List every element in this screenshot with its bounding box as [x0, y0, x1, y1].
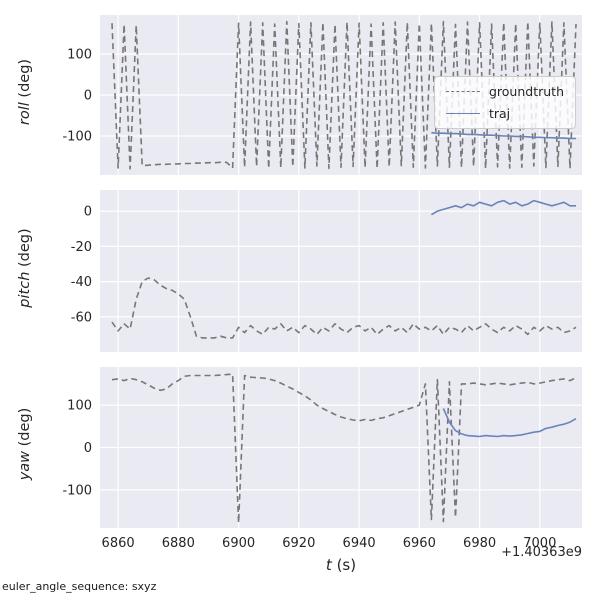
xtick-label: 6880 — [162, 536, 195, 551]
axes-pitch — [100, 190, 582, 352]
xtick-label: 6920 — [282, 536, 315, 551]
pitch-axis-label-var: pitch — [17, 271, 33, 308]
ytick-label: -100 — [62, 130, 92, 145]
legend-entry-traj: traj — [445, 106, 564, 121]
ytick-label: 0 — [84, 89, 92, 104]
roll-axis-label: roll (deg) — [17, 12, 33, 172]
euler-angle-sequence-note: euler_angle_sequence: sxyz — [2, 580, 157, 593]
x-axis-label: t (s) — [100, 556, 582, 574]
legend-label-groundtruth: groundtruth — [488, 84, 564, 99]
xtick-label: 7000 — [523, 536, 556, 551]
xtick-label: 6980 — [463, 536, 496, 551]
x-axis-label-unit: (s) — [331, 556, 357, 574]
xtick-label: 6860 — [102, 536, 135, 551]
series-traj-yaw — [442, 408, 577, 438]
legend: groundtruth traj — [433, 76, 576, 129]
series-traj-pitch — [430, 199, 576, 216]
x-axis-label-var: t — [325, 556, 332, 574]
ytick-label: -60 — [71, 310, 92, 325]
series-traj-roll — [431, 131, 576, 140]
ytick-label: 0 — [84, 205, 92, 220]
ytick-label: -20 — [71, 240, 92, 255]
pitch-axis-label-unit: (deg) — [17, 228, 33, 272]
x-axis-offset-label: +1.40363e9 — [501, 545, 582, 560]
ytick-label: 100 — [67, 48, 92, 63]
series-groundtruth-yaw — [111, 373, 577, 524]
series-groundtruth-roll — [111, 20, 577, 170]
series-groundtruth-pitch — [111, 277, 577, 339]
ytick-label: -40 — [71, 275, 92, 290]
traj-line-sample — [445, 113, 480, 114]
ytick-label: 100 — [67, 399, 92, 414]
legend-entry-groundtruth: groundtruth — [445, 84, 564, 99]
xtick-label: 6900 — [222, 536, 255, 551]
pitch-axis-label: pitch (deg) — [17, 188, 33, 348]
ytick-label: 0 — [84, 441, 92, 456]
xtick-label: 6960 — [403, 536, 436, 551]
roll-axis-label-var: roll — [17, 102, 33, 126]
yaw-axis-label-var: yaw — [17, 450, 33, 481]
legend-label-traj: traj — [488, 106, 511, 121]
yaw-axis-label: yaw (deg) — [17, 364, 33, 524]
yaw-axis-label-unit: (deg) — [17, 407, 33, 451]
xtick-label: 6940 — [343, 536, 376, 551]
ytick-label: -100 — [62, 483, 92, 498]
groundtruth-line-sample — [445, 91, 480, 92]
roll-axis-label-unit: (deg) — [17, 58, 33, 103]
